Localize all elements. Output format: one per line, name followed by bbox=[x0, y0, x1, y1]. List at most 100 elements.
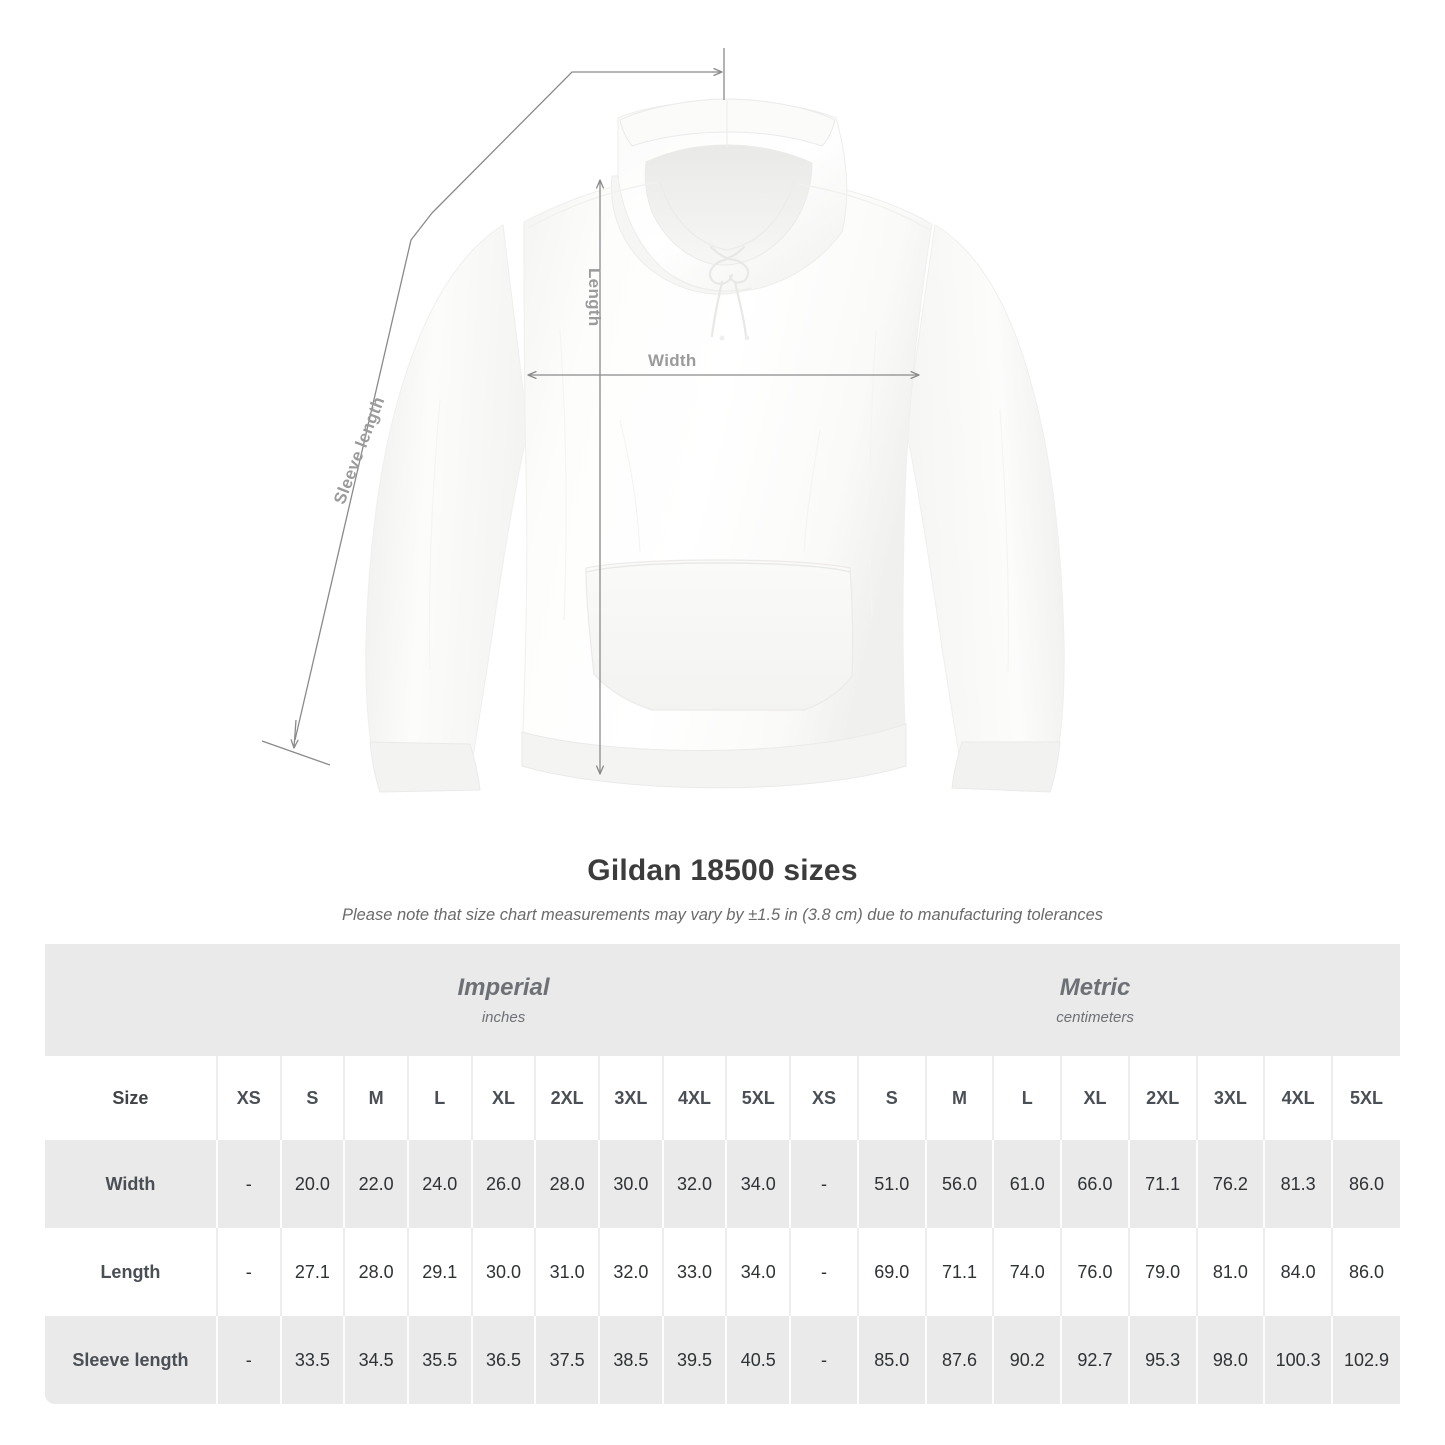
hoodie-diagram-svg bbox=[261, 48, 1065, 793]
width-dimension-label: Width bbox=[648, 351, 697, 370]
length-metric-s: 69.0 bbox=[856, 1228, 926, 1316]
width-imperial-2xl: 28.0 bbox=[534, 1140, 599, 1228]
width-metric-xs: - bbox=[789, 1140, 858, 1228]
sleeve-diagonal-path bbox=[294, 212, 433, 741]
header-imperial-m: M bbox=[343, 1056, 408, 1140]
table-row-length: Length - 27.1 28.0 29.1 30.0 31.0 32.0 3… bbox=[45, 1228, 1400, 1316]
size-chart-table: Imperial inches Metric centimeters Size … bbox=[45, 944, 1400, 1404]
width-metric-m: 56.0 bbox=[924, 1140, 994, 1228]
sleeve-metric-l: 90.2 bbox=[992, 1316, 1062, 1404]
length-metric-m: 71.1 bbox=[924, 1228, 994, 1316]
width-metric-s: 51.0 bbox=[856, 1140, 926, 1228]
width-metric-3xl: 76.2 bbox=[1195, 1140, 1265, 1228]
imperial-subtitle: inches bbox=[481, 1008, 526, 1026]
length-imperial-s: 27.1 bbox=[279, 1228, 345, 1316]
width-metric-2xl: 71.1 bbox=[1127, 1140, 1197, 1228]
width-imperial-xs: - bbox=[215, 1140, 281, 1228]
size-header-row: Size XS S M L XL 2XL 3XL 4XL 5XL XS S M … bbox=[45, 1056, 1400, 1140]
sleeve-metric-3xl: 98.0 bbox=[1195, 1316, 1265, 1404]
title-block: Gildan 18500 sizes Please note that size… bbox=[0, 838, 1445, 925]
sleeve-imperial-5xl: 40.5 bbox=[725, 1316, 791, 1404]
length-imperial-xs: - bbox=[215, 1228, 281, 1316]
metric-subtitle: centimeters bbox=[1056, 1008, 1134, 1026]
length-metric-2xl: 79.0 bbox=[1127, 1228, 1197, 1316]
row-label-length: Length bbox=[45, 1228, 217, 1316]
size-column-header: Size bbox=[45, 1056, 217, 1140]
size-chart-table-wrap: Imperial inches Metric centimeters Size … bbox=[45, 944, 1400, 1404]
row-label-sleeve-length: Sleeve length bbox=[45, 1316, 217, 1404]
sleeve-metric-xs: - bbox=[789, 1316, 858, 1404]
header-metric-2xl: 2XL bbox=[1127, 1056, 1197, 1140]
width-metric-5xl: 86.0 bbox=[1331, 1140, 1400, 1228]
imperial-title: Imperial bbox=[457, 974, 550, 1002]
length-metric-l: 74.0 bbox=[992, 1228, 1062, 1316]
sleeve-metric-5xl: 102.9 bbox=[1331, 1316, 1400, 1404]
length-metric-xs: - bbox=[789, 1228, 858, 1316]
length-imperial-4xl: 33.0 bbox=[661, 1228, 727, 1316]
sleeve-bottom-tick bbox=[261, 740, 331, 766]
table-row-width: Width - 20.0 22.0 24.0 26.0 28.0 30.0 32… bbox=[45, 1140, 1400, 1228]
length-dimension-label: Length bbox=[585, 268, 604, 327]
width-imperial-4xl: 32.0 bbox=[661, 1140, 727, 1228]
header-imperial-2xl: 2XL bbox=[534, 1056, 599, 1140]
header-imperial-4xl: 4XL bbox=[661, 1056, 727, 1140]
header-metric-m: M bbox=[924, 1056, 994, 1140]
header-metric-xl: XL bbox=[1060, 1056, 1129, 1140]
header-imperial-5xl: 5XL bbox=[725, 1056, 791, 1140]
unit-band-row: Imperial inches Metric centimeters bbox=[45, 944, 1400, 1056]
header-imperial-s: S bbox=[279, 1056, 345, 1140]
sleeve-metric-s: 85.0 bbox=[856, 1316, 926, 1404]
unit-band-spacer bbox=[45, 944, 217, 1056]
sleeve-imperial-l: 35.5 bbox=[406, 1316, 472, 1404]
hoodie-garment bbox=[365, 98, 1065, 793]
table-row-sleeve-length: Sleeve length - 33.5 34.5 35.5 36.5 37.5… bbox=[45, 1316, 1400, 1404]
header-metric-xs: XS bbox=[789, 1056, 858, 1140]
sleeve-metric-2xl: 95.3 bbox=[1127, 1316, 1197, 1404]
header-metric-4xl: 4XL bbox=[1263, 1056, 1333, 1140]
length-imperial-l: 29.1 bbox=[406, 1228, 472, 1316]
header-imperial-3xl: 3XL bbox=[598, 1056, 663, 1140]
length-metric-5xl: 86.0 bbox=[1331, 1228, 1400, 1316]
header-metric-s: S bbox=[856, 1056, 926, 1140]
metric-unit-header: Metric centimeters bbox=[790, 944, 1400, 1056]
header-imperial-xs: XS bbox=[215, 1056, 281, 1140]
header-metric-3xl: 3XL bbox=[1195, 1056, 1265, 1140]
length-metric-3xl: 81.0 bbox=[1195, 1228, 1265, 1316]
sleeve-metric-m: 87.6 bbox=[924, 1316, 994, 1404]
width-imperial-xl: 26.0 bbox=[470, 1140, 536, 1228]
length-imperial-m: 28.0 bbox=[343, 1228, 408, 1316]
width-metric-4xl: 81.3 bbox=[1263, 1140, 1333, 1228]
width-imperial-3xl: 30.0 bbox=[598, 1140, 663, 1228]
header-metric-l: L bbox=[992, 1056, 1062, 1140]
sleeve-metric-4xl: 100.3 bbox=[1263, 1316, 1333, 1404]
sleeve-lower-arrow bbox=[294, 719, 296, 748]
width-metric-l: 61.0 bbox=[992, 1140, 1062, 1228]
length-imperial-5xl: 34.0 bbox=[725, 1228, 791, 1316]
sleeve-imperial-xl: 36.5 bbox=[470, 1316, 536, 1404]
sleeve-imperial-3xl: 38.5 bbox=[598, 1316, 663, 1404]
sleeve-imperial-4xl: 39.5 bbox=[661, 1316, 727, 1404]
length-imperial-2xl: 31.0 bbox=[534, 1228, 599, 1316]
sleeve-imperial-s: 33.5 bbox=[279, 1316, 345, 1404]
sleeve-imperial-2xl: 37.5 bbox=[534, 1316, 599, 1404]
header-imperial-xl: XL bbox=[470, 1056, 536, 1140]
width-imperial-5xl: 34.0 bbox=[725, 1140, 791, 1228]
sleeve-imperial-xs: - bbox=[215, 1316, 281, 1404]
sleeve-metric-xl: 92.7 bbox=[1060, 1316, 1129, 1404]
measurement-annotations bbox=[261, 48, 919, 774]
tolerance-note: Please note that size chart measurements… bbox=[341, 906, 1104, 924]
metric-title: Metric bbox=[1059, 974, 1131, 1002]
header-metric-5xl: 5XL bbox=[1331, 1056, 1400, 1140]
length-imperial-3xl: 32.0 bbox=[598, 1228, 663, 1316]
length-metric-xl: 76.0 bbox=[1060, 1228, 1129, 1316]
width-imperial-s: 20.0 bbox=[279, 1140, 345, 1228]
row-label-width: Width bbox=[45, 1140, 217, 1228]
width-imperial-m: 22.0 bbox=[343, 1140, 408, 1228]
sleeve-imperial-m: 34.5 bbox=[343, 1316, 408, 1404]
length-metric-4xl: 84.0 bbox=[1263, 1228, 1333, 1316]
header-imperial-l: L bbox=[406, 1056, 472, 1140]
page-title: Gildan 18500 sizes bbox=[587, 854, 858, 887]
width-metric-xl: 66.0 bbox=[1060, 1140, 1129, 1228]
width-imperial-l: 24.0 bbox=[406, 1140, 472, 1228]
